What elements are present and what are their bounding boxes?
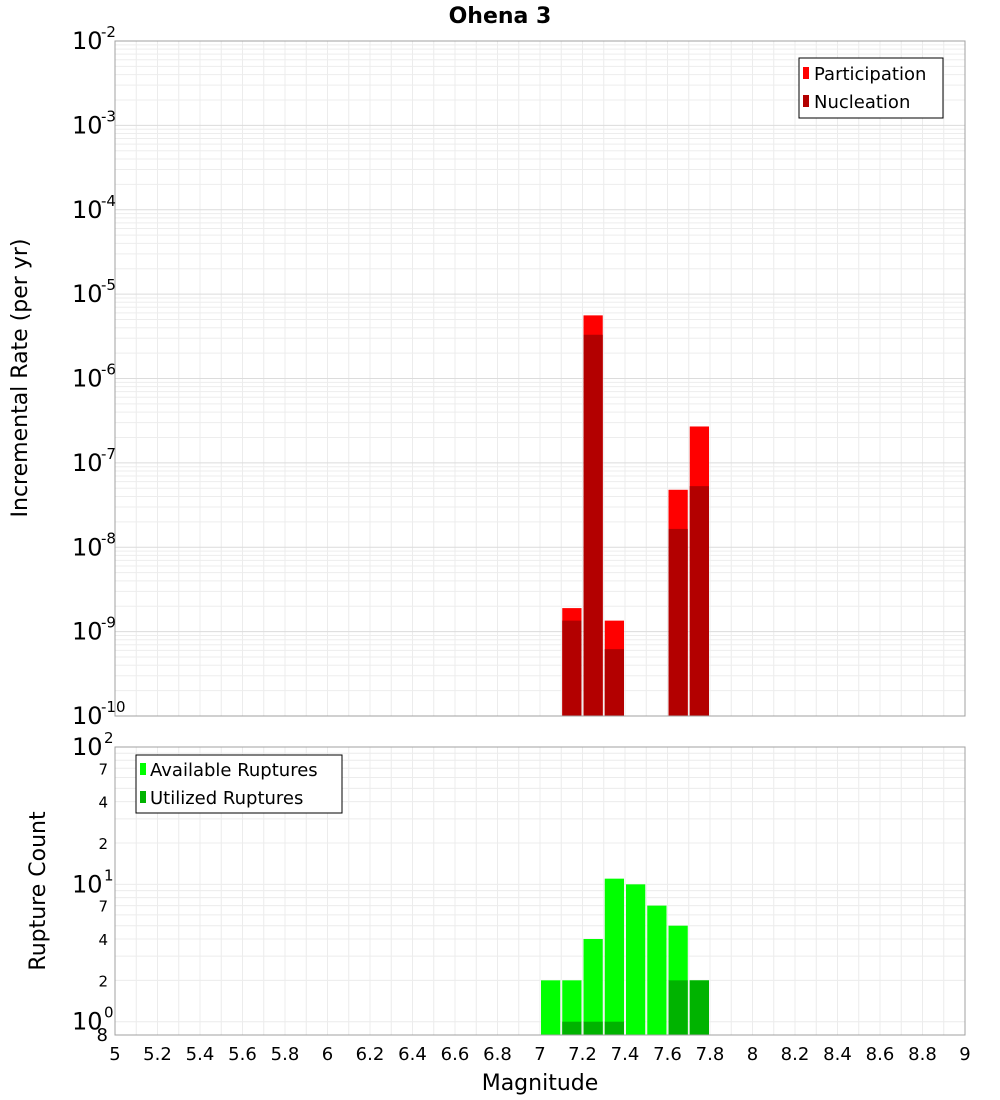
y-minor-tick-label: 4 [98,794,108,812]
y-minor-tick-label: 4 [98,931,108,949]
y-minor-tick-label: 7 [98,898,108,916]
x-axis-label: Magnitude [482,1071,599,1096]
rate-bar-1-3 [668,528,688,716]
x-tick-label: 9 [959,1044,970,1065]
x-tick-labels: 5 5.2 5.4 5.6 5.8 6 6.2 6.4 6.6 6.8 7 7.2 7.4 7.6 7.8 8… [109,1044,970,1065]
count-bar-0-2 [583,939,603,1035]
y-tick-label: 10 [72,1008,103,1036]
y-tick-exponent: -10 [101,698,126,716]
bottom-y-axis-label: Rupture Count [26,811,51,971]
y-tick-label: 10 [72,870,103,898]
count-bar-0-5 [647,905,667,1035]
count-bar-0-4 [626,884,646,1035]
x-tick-label: 8.2 [781,1044,810,1065]
x-tick-label: 6.2 [356,1044,385,1065]
legend-label-utilized-ruptures: Utilized Ruptures [150,788,303,809]
x-tick-label: 7.8 [696,1044,725,1065]
y-tick-exponent: -9 [101,614,116,632]
y-tick-label: 10 [72,27,103,55]
x-tick-label: 5.8 [271,1044,300,1065]
y-tick-label: 10 [72,533,103,561]
x-tick-label: 7.6 [653,1044,682,1065]
bottom-plot-bars [541,878,709,1035]
y-tick-exponent: -5 [101,276,116,294]
bottom-legend-box [135,754,343,814]
bottom-plot-grid [114,747,966,1035]
count-bar-1-2 [604,1021,624,1035]
x-tick-label: 7.4 [611,1044,640,1065]
top-plot-grid [114,41,966,717]
x-tick-label: 8.8 [908,1044,937,1065]
top-plot-bars [562,315,709,716]
x-tick-label: 8 [747,1044,758,1065]
legend-label-participation: Participation [814,64,926,85]
legend-swatch-nucleation [803,95,809,107]
y-minor-tick-label: 7 [98,760,108,778]
y-tick-exponent: -8 [101,529,116,547]
top-legend-box [798,57,944,119]
x-tick-label: 7 [534,1044,545,1065]
top-legend: Participation Nucleation [798,57,944,119]
count-bar-1-3 [668,980,688,1035]
count-bar-0-0 [541,980,561,1035]
legend-swatch-participation [803,67,809,79]
y-tick-label: 10 [72,111,103,139]
count-bar-1-4 [689,980,709,1035]
y-tick-exponent: -6 [101,361,116,379]
bottom-legend: Available Ruptures Utilized Ruptures [135,754,343,814]
y-tick-label: 10 [72,733,103,761]
chart-title: Ohena 3 [449,4,552,29]
top-y-axis-label: Incremental Rate (per yr) [8,239,33,518]
y-tick-label: 10 [72,280,103,308]
y-tick-exponent: 1 [104,866,114,884]
y-tick-label: 10 [72,196,103,224]
rate-bar-1-4 [689,486,709,716]
rate-bar-1-2 [604,649,624,716]
legend-swatch-utilized-ruptures [140,791,146,803]
count-bar-0-1 [562,980,582,1035]
count-bar-0-3 [604,878,624,1035]
y-tick-exponent: -7 [101,445,116,463]
x-tick-label: 5 [109,1044,120,1065]
count-bar-1-0 [562,1021,582,1035]
x-tick-label: 6.8 [483,1044,512,1065]
legend-label-available-ruptures: Available Ruptures [150,760,318,781]
x-tick-label: 5.6 [228,1044,257,1065]
x-tick-label: 6 [322,1044,333,1065]
rate-bar-1-0 [562,620,582,716]
y-tick-label: 10 [72,449,103,477]
x-tick-label: 5.4 [186,1044,215,1065]
x-tick-label: 6.4 [398,1044,427,1065]
x-tick-label: 8.6 [866,1044,895,1065]
x-tick-label: 5.2 [143,1044,172,1065]
y-minor-tick-label: 8 [97,1025,108,1046]
y-tick-exponent: 2 [104,729,114,747]
y-tick-exponent: -4 [101,192,116,210]
x-tick-label: 6.6 [441,1044,470,1065]
x-tick-label: 7.2 [568,1044,597,1065]
y-tick-exponent: -3 [101,107,116,125]
y-minor-tick-label: 2 [98,835,108,853]
y-tick-label: 10 [72,365,103,393]
legend-swatch-available-ruptures [140,763,146,775]
top-plot-frame [114,40,966,717]
legend-label-nucleation: Nucleation [814,92,910,113]
bottom-plot-frame [114,746,966,1036]
count-bar-1-1 [583,1021,603,1035]
y-tick-exponent: 0 [104,1004,114,1022]
x-tick-label: 8.4 [823,1044,852,1065]
rate-bar-1-1 [583,334,603,716]
y-minor-tick-label: 2 [98,972,108,990]
y-tick-label: 10 [72,618,103,646]
y-tick-exponent: -2 [101,23,116,41]
y-tick-label: 10 [72,702,103,730]
